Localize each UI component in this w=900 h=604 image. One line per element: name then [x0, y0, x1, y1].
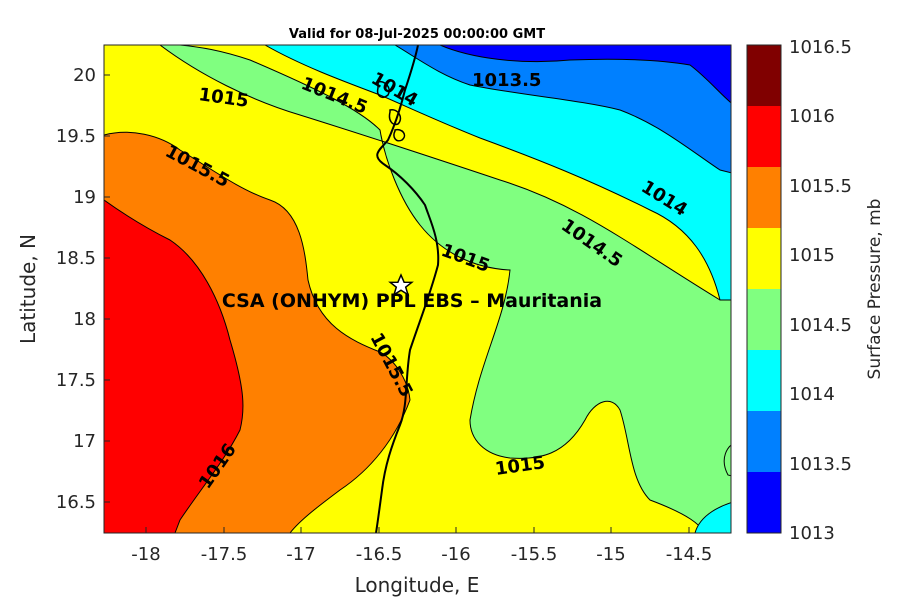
colorbar-tick-label: 1014 [789, 384, 835, 405]
y-tick-label: 17 [73, 431, 96, 452]
y-tick-label: 20 [73, 65, 96, 86]
colorbar-tick-label: 1013.5 [789, 454, 852, 475]
y-tick-label: 19 [73, 187, 96, 208]
y-tick-label: 18 [73, 309, 96, 330]
y-tick-label: 18.5 [56, 248, 96, 269]
colorbar-segment [747, 472, 781, 533]
contour-label: 1013.5 [472, 70, 541, 91]
colorbar-segment [747, 167, 781, 228]
band-1014-5-east [723, 444, 731, 477]
colorbar-segment [747, 289, 781, 350]
contour-map [104, 45, 731, 533]
y-axis: 16.5 17 17.5 18 18.5 19 19.5 20 Latitude… [16, 65, 110, 513]
x-tick-label: -16 [441, 544, 470, 565]
colorbar-segment [747, 106, 781, 167]
band-1014-se [694, 502, 731, 533]
x-axis-label: Longitude, E [355, 573, 480, 597]
colorbar-segment [747, 411, 781, 472]
colorbar-frame [746, 44, 782, 534]
colorbar: 1016.5 1016 1015.5 1015 1014.5 1014 1013… [746, 37, 885, 544]
colorbar-segment [747, 228, 781, 289]
colorbar-tick-label: 1014.5 [789, 315, 852, 336]
colorbar-tick-label: 1015 [789, 245, 835, 266]
y-tick-label: 17.5 [56, 370, 96, 391]
site-star-icon [388, 273, 414, 297]
y-axis-label: Latitude, N [16, 234, 40, 344]
x-tick-label: -15.5 [511, 544, 558, 565]
y-tick-label: 16.5 [56, 492, 96, 513]
colorbar-segment [747, 45, 781, 106]
band-1013-5 [394, 45, 731, 174]
x-axis: -18 -17.5 -17 -16.5 -16 -15.5 -15 -14.5 … [131, 527, 712, 597]
plot-frame [103, 44, 732, 534]
colorbar-label: Surface Pressure, mb [865, 199, 885, 380]
x-tick-label: -16.5 [356, 544, 403, 565]
x-tick-label: -18 [131, 544, 160, 565]
band-1013 [439, 45, 731, 104]
colorbar-tick-label: 1015.5 [789, 176, 852, 197]
band-1016 [104, 199, 244, 533]
figure-title: Valid for 08-Jul-2025 00:00:00 GMT [289, 27, 545, 42]
colorbar-segment [747, 350, 781, 411]
x-tick-label: -17 [286, 544, 315, 565]
x-tick-label: -14.5 [666, 544, 713, 565]
banc-arguin-islands [376, 80, 406, 142]
x-tick-label: -15 [596, 544, 625, 565]
x-tick-label: -17.5 [201, 544, 248, 565]
colorbar-tick-label: 1016 [789, 106, 835, 127]
site-label: CSA (ONHYM) PPL EBS – Mauritania [222, 290, 602, 312]
colorbar-tick-label: 1016.5 [789, 37, 852, 58]
colorbar-tick-label: 1013 [789, 523, 835, 544]
band-1014-5 [159, 45, 731, 533]
coastline [375, 45, 440, 533]
y-tick-label: 19.5 [56, 126, 96, 147]
